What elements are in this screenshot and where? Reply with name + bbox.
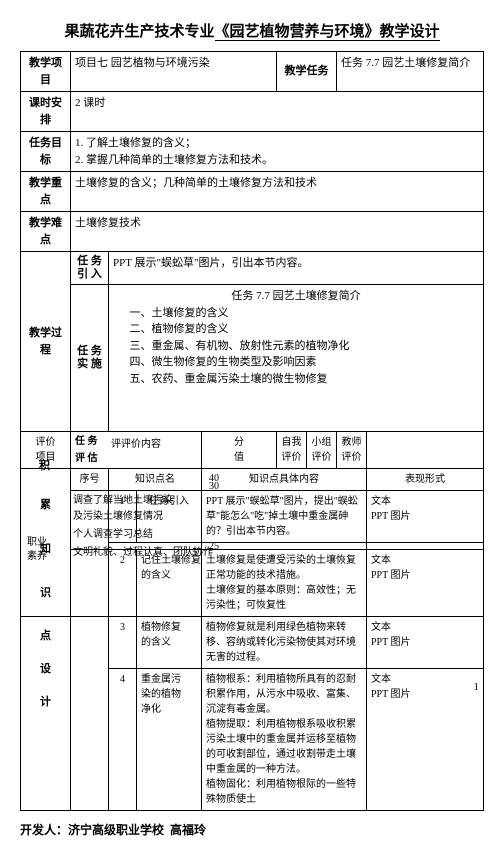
label-hours: 课时安排 [21, 92, 71, 132]
label-project: 教学项目 [21, 52, 71, 92]
body-3: 植物修复就是利用绿色植物来转移、容纳或转化污染物使其对环境无害的过程。 [202, 617, 367, 669]
name-3: 植物修复的含义 [137, 617, 202, 669]
civ-cell: 文明礼貌、过程认真、团队协作 5 [109, 543, 202, 550]
label-intro: 任 务引 入 [71, 252, 109, 285]
implement-content: 任务 7.7 园艺土壤修复简介 一、土壤修复的含义 二、植物修复的含义 三、重金… [109, 285, 484, 432]
label-focus: 教学重点 [21, 172, 71, 212]
task-content: 任务 7.7 园艺土壤修复简介 [337, 52, 484, 92]
label-task: 教学任务 [277, 52, 337, 92]
body-1: PPT 展示"蜈蚣草"图片，提出"蜈蚣草"能怎么"吃"掉土壤中重金属砷的？引出本… [202, 491, 367, 543]
page-number: 1 [474, 681, 480, 693]
goal-content: 1. 了解土壤修复的含义； 2. 掌握几种简单的土壤修复方法和技术。 [71, 132, 484, 172]
label-process: 教学过程 [21, 252, 71, 432]
seq-3: 3 [109, 617, 137, 669]
form-2: 文本PPT 图片 [367, 550, 484, 617]
project-content: 项目七 园艺植物与环境污染 [71, 52, 277, 92]
footer: 开发人：济宁高级职业学校 高福玲 [20, 821, 484, 838]
focus-content: 土壤修复的含义；几种简单的土壤修复方法和技术 [71, 172, 484, 212]
side-labels: 职业 素养 [71, 550, 109, 617]
main-table: 教学项目 项目七 园艺植物与环境污染 教学任务 任务 7.7 园艺土壤修复简介 … [20, 51, 484, 811]
col-name: 知识点名 40 [109, 469, 202, 491]
body-4: 植物根系：利用植物所具有的忍耐积累作用，从污水中吸收、富集、沉淀有毒金属。 植物… [202, 669, 367, 811]
label-eval-content: 任 务 评评价内容 评 估 [71, 432, 202, 469]
label-goal: 任务目标 [21, 132, 71, 172]
form-4: 文本PPT 图片 [367, 669, 484, 811]
intro-content: PPT 展示"蜈蚣草"图片，引出本节内容。 [109, 252, 484, 285]
form-1: 文本PPT 图片 [367, 491, 484, 543]
name-4: 重金属污 染的植物 净化 [137, 669, 202, 811]
col-form: 表现形式 [367, 469, 484, 491]
col-seq: 序号 [71, 469, 109, 491]
body-2: 土壤修复是使遭受污染的土壤恢复正常功能的技术措施。 土壤修复的基本原则：高效性；… [202, 550, 367, 617]
label-implement: 任 务实 施 [71, 285, 109, 432]
label-difficulty: 教学难点 [21, 212, 71, 252]
label-self: 自我评价 [277, 432, 307, 469]
form-3: 文本PPT 图片 [367, 617, 484, 669]
col-detail: 知识点具体内容 [202, 469, 367, 491]
page-title: 果蔬花卉生产技术专业《园艺植物营养与环境》教学设计 [20, 20, 484, 41]
name-1: 任务引入 30 25 [137, 491, 202, 543]
hours-content: 2 课时 [71, 92, 484, 132]
label-score: 分值 [202, 432, 277, 469]
label-teacher: 教师评价 [337, 432, 367, 469]
difficulty-content: 土壤修复技术 [71, 212, 484, 252]
seq-4: 4 [109, 669, 137, 811]
side-dian: 点 设 计 [21, 617, 71, 811]
label-group: 小组评价 [307, 432, 337, 469]
survey-cell: 调查了解当地土壤污染 及污染土壤修复情况 个人调查学习总结 [71, 491, 109, 550]
eval-empty [367, 432, 484, 469]
